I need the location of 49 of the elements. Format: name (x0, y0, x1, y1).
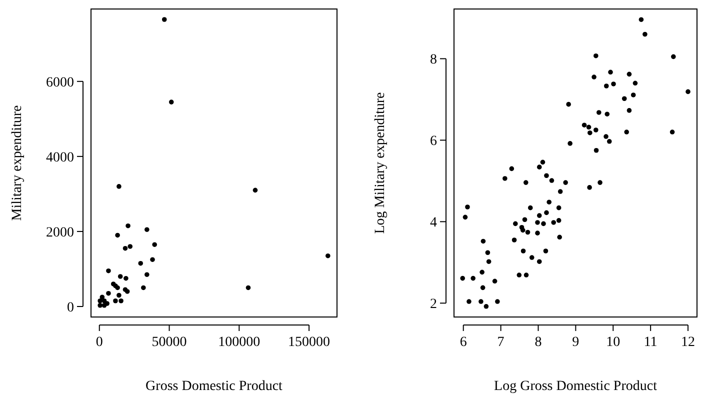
y-tick-label: 0 (67, 300, 74, 316)
x-tick-label: 8 (534, 335, 542, 350)
point (150, 257, 155, 262)
point (98, 302, 102, 308)
point (152, 242, 157, 247)
y-tick-label: 6000 (46, 75, 74, 90)
point (118, 274, 123, 279)
point (104, 301, 110, 306)
point (252, 188, 258, 193)
point (128, 244, 133, 249)
y-tick-label: 6 (430, 134, 437, 150)
point (138, 260, 144, 266)
point (326, 253, 330, 258)
x-tick-label: 0 (96, 335, 103, 350)
x-tick-label: 10 (606, 335, 620, 350)
y-axis-title: Log Military expenditure (373, 92, 388, 234)
point (122, 246, 128, 251)
point (144, 272, 150, 278)
point (118, 298, 124, 304)
y-tick-label: 4000 (46, 150, 74, 166)
point (162, 17, 167, 22)
point (106, 290, 111, 296)
x-tick-label: 12 (681, 335, 696, 350)
y-tick-label: 8 (430, 52, 437, 68)
y-tick-label: 2000 (46, 225, 74, 240)
point (113, 298, 118, 304)
point (124, 276, 128, 281)
x-tick-label: 11 (644, 335, 658, 350)
point (144, 227, 150, 232)
x-tick-label: 6 (460, 335, 467, 350)
x-axis-title: Gross Domestic Product (146, 379, 283, 394)
x-tick-label: 100000 (218, 335, 260, 350)
y-tick-label: 2 (430, 297, 437, 312)
point (100, 294, 105, 300)
x-axis-title: Log Gross Domestic Product (494, 379, 658, 394)
point (126, 223, 130, 228)
point (115, 232, 120, 238)
x-tick-label: 9 (572, 335, 580, 350)
point (168, 100, 174, 104)
point (116, 292, 122, 298)
point (106, 268, 111, 274)
x-tick-label: 150000 (288, 335, 330, 350)
point (141, 285, 146, 290)
y-tick-label: 4 (430, 216, 437, 231)
point (116, 184, 122, 189)
x-tick-label: 50000 (152, 335, 187, 350)
y-axis-title: Military expenditure (10, 105, 25, 221)
point (246, 285, 251, 290)
x-tick-label: 7 (497, 335, 504, 350)
